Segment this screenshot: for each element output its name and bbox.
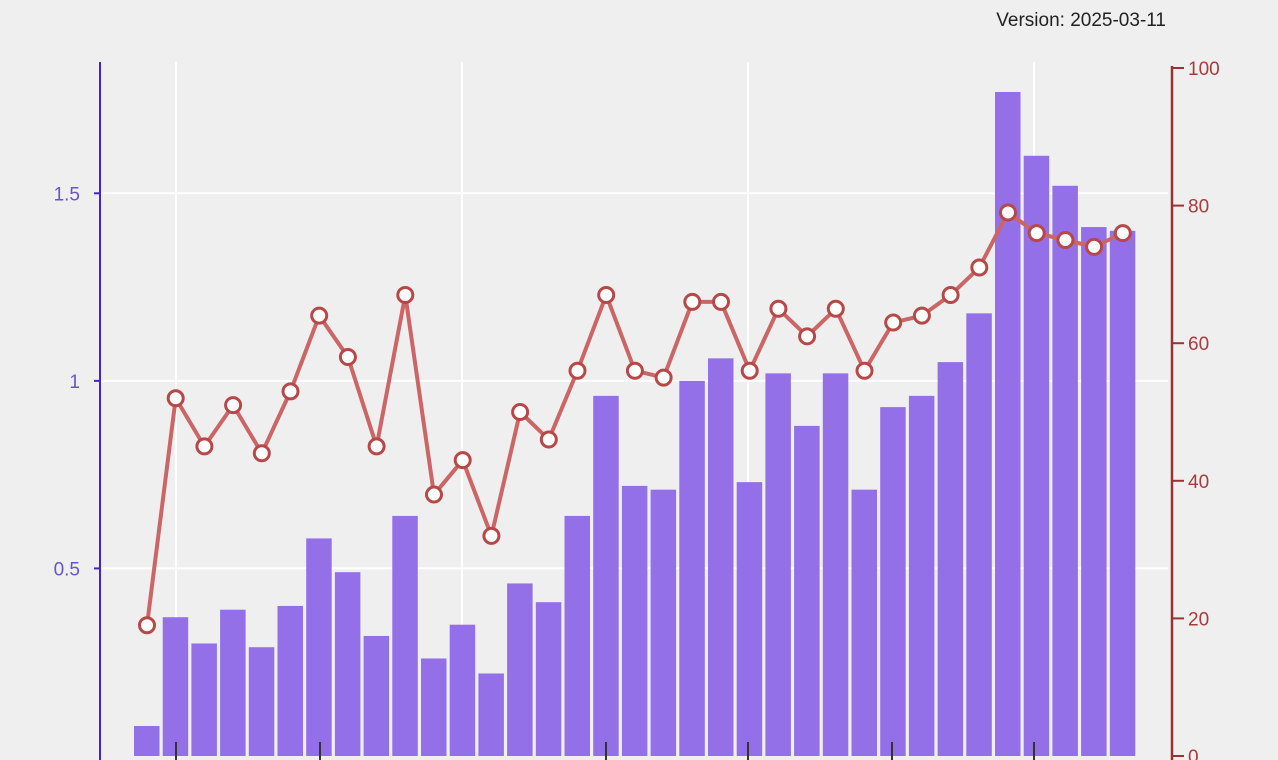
right-axis-tick-label: 0 [1188,747,1199,760]
right-axis-tick-label: 100 [1188,59,1220,80]
series-point [281,382,300,401]
series-point [425,485,443,504]
right-axis-tick-label: 80 [1188,197,1209,218]
bar [822,373,849,756]
right-axis-tick-label: 20 [1188,609,1209,630]
bar [220,609,246,756]
series-point [1085,237,1104,256]
bar [507,583,533,756]
bar [535,602,562,756]
bar [794,425,820,756]
series-point [453,451,472,470]
bar [392,515,418,756]
series-point [511,403,530,421]
bar [248,647,275,756]
left-axis-tick-label: 0.5 [54,559,80,580]
bar [334,572,361,756]
bar [966,313,992,756]
bar [478,673,504,756]
series-point [138,616,156,635]
bar [937,362,964,756]
bar [650,489,677,756]
bar [1081,227,1107,757]
left-axis-tick-label: 1 [69,372,80,393]
series-point [166,389,185,408]
series-point [224,396,243,415]
bar [449,624,476,756]
series-point [683,292,702,311]
series-point [855,361,874,380]
series-point [625,361,644,380]
right-axis-tick-label: 40 [1188,472,1209,493]
series-point [1113,224,1132,243]
series-point [1027,224,1046,243]
bar [363,635,390,756]
bar [306,538,332,756]
bar [277,605,303,756]
bar [162,617,189,756]
bar [765,373,791,756]
series-point [912,306,931,325]
bar-layer [134,92,1136,757]
bar [191,643,217,756]
series-point [884,313,903,332]
bar [736,482,763,756]
series-point [798,327,817,346]
series-point [539,430,558,449]
bar [1052,185,1078,756]
bar [593,395,619,756]
bar [134,725,160,756]
axis-layer: 0.5 1 1.5 0 20 40 60 80 100 [54,59,1220,760]
version-label: Version: 2025-03-11 [996,10,1166,31]
bar [621,485,648,756]
series-point [396,286,415,305]
series-point [367,437,386,456]
series-point [941,286,960,305]
line-layer [138,203,1132,635]
bar [1023,155,1050,756]
bar [1109,230,1136,757]
series-point [999,203,1017,222]
series-point [970,258,989,277]
series-point [740,361,759,380]
bar [564,515,590,756]
bar [908,395,935,756]
series-point [654,368,673,387]
bar [421,658,447,756]
series-point [826,299,845,318]
bar [708,358,734,756]
series-point [310,306,329,325]
series-point [568,361,587,380]
series-point [252,444,271,463]
series-point [338,347,357,366]
series-point [712,292,730,311]
series-point [482,526,501,545]
right-axis-tick-label: 60 [1188,334,1209,355]
bar [851,489,877,756]
series-point [597,286,616,305]
series-point [195,437,214,456]
left-axis-tick-label: 1.5 [54,184,80,205]
bar [679,380,705,756]
series-point [769,299,788,318]
bar [995,92,1021,757]
bar [880,407,906,756]
series-point [1056,231,1075,249]
